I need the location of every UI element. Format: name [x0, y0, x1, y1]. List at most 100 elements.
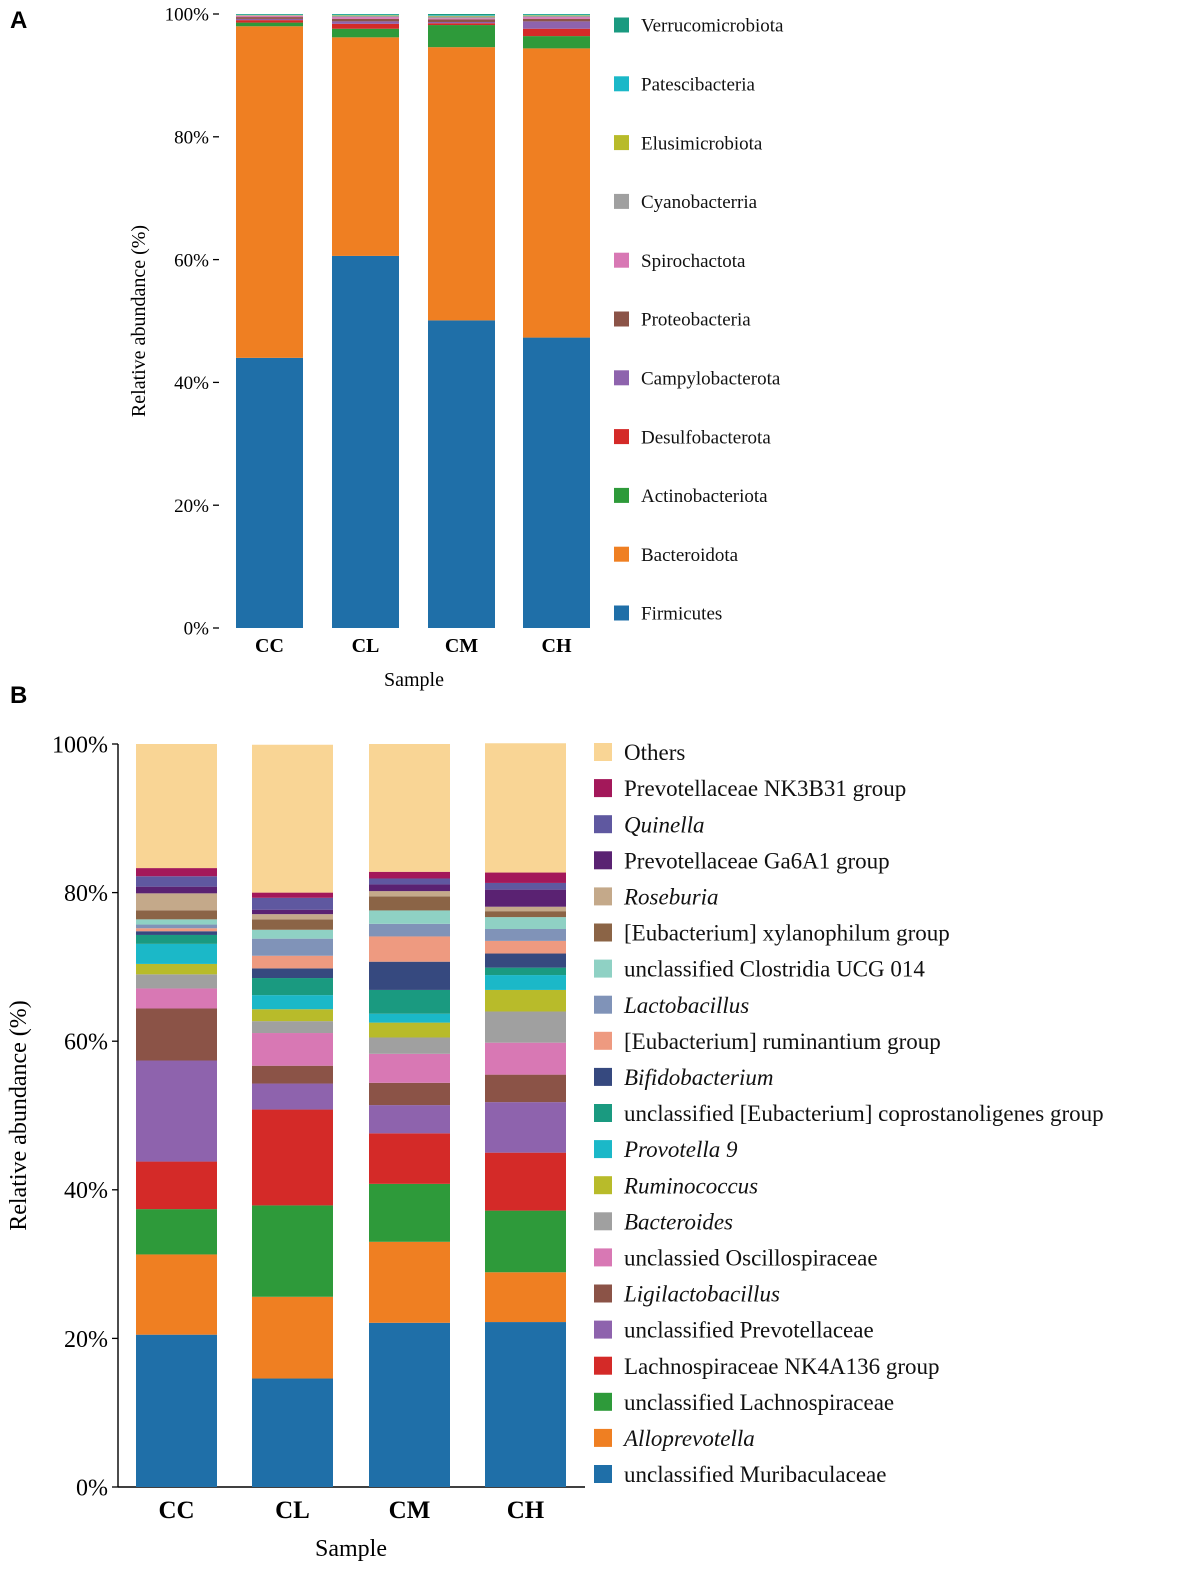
bar-segment-cc-prevotellaceae-ga6a1-group [136, 886, 217, 894]
bar-segment-cc-firmicutes [236, 357, 303, 628]
legend-label: Roseburia [623, 884, 719, 909]
legend-swatch [594, 1212, 612, 1231]
bar-segment-cm-ligilactobacillus [369, 1082, 450, 1106]
legend-swatch [594, 1248, 612, 1267]
bar-segment-cc-roseburia [136, 893, 217, 911]
bar-segment-cc-verrucomicrobiota [236, 14, 303, 15]
legend-label: Patescibacteria [641, 74, 756, 95]
bar-segment-cc-eubacterium-ruminantium-group [136, 928, 217, 932]
legend-label: Ligilactobacillus [623, 1282, 780, 1307]
bar-segment-ch-elusimicrobiota [523, 15, 590, 16]
bar-segment-cl-patescibacteria [332, 14, 399, 16]
bar-segment-cl-desulfobacterota [332, 23, 399, 29]
bar-segment-cc-provotella-9 [136, 943, 217, 964]
legend-label: Cyanobacterria [641, 192, 758, 213]
x-category-label: CC [255, 635, 284, 657]
x-category-label: CL [275, 1497, 310, 1524]
legend-swatch [594, 1356, 612, 1375]
bar-segment-cc-spirochactota [236, 15, 303, 18]
bar-segment-cm-unclassified-prevotellaceae [369, 1105, 450, 1134]
panel-label-b: B [10, 682, 27, 709]
bar-segment-cl-unclassified-muribaculaceae [252, 1378, 333, 1487]
bar-segment-ch-bifidobacterium [485, 953, 566, 968]
legend-swatch [594, 1465, 612, 1483]
bar-segment-cc-bifidobacterium [136, 931, 217, 935]
panel-b-chart: 0% 20% 40% 60% 80% 100% Relative abundance (%)… [6, 732, 1104, 1562]
bar-segment-cl-lactobacillus [252, 938, 333, 956]
x-category-label: CM [389, 1497, 431, 1524]
bar-segment-cm-elusimicrobiota [428, 15, 495, 17]
legend-swatch [594, 851, 612, 870]
legend-label: Prevotellaceae NK3B31 group [624, 776, 906, 801]
legend-label: [Eubacterium] ruminantium group [624, 1029, 941, 1054]
legend-swatch [594, 995, 612, 1014]
x-category-label: CM [445, 635, 478, 657]
bar-segment-cc-actinobacteriota [236, 22, 303, 27]
y-tick-label: 60% [174, 250, 209, 271]
bar-segment-cm-others [369, 744, 450, 872]
bar-segment-cm-unclassified-clostridia-ucg-014 [369, 910, 450, 924]
bar-segment-cl-elusimicrobiota [332, 15, 399, 16]
bar-segment-cl-campylobacterota [332, 21, 399, 24]
legend-label: Actinobacteriota [641, 486, 768, 507]
legend-swatch [594, 1176, 612, 1195]
legend-label: Verrucomicrobiota [641, 16, 784, 37]
bar-segment-cm-quinella [369, 878, 450, 885]
bar-segment-ch-bacteroidota [523, 48, 590, 338]
y-tick-label: 100% [52, 732, 108, 758]
y-tick-label: 40% [174, 373, 209, 394]
bar-segment-cl-ruminococcus [252, 1009, 333, 1022]
legend-swatch [614, 429, 629, 445]
y-axis-title: Relative abundance (%) [128, 225, 150, 417]
bar-segment-cl-unclassied-oscillospiraceae [252, 1033, 333, 1066]
legend-label: Spirochactota [641, 251, 746, 272]
bar-segment-cl-proteobacteria [332, 18, 399, 22]
legend-swatch [614, 370, 629, 386]
bar-segment-cm-spirochactota [428, 18, 495, 20]
legend-label: Bifidobacterium [624, 1065, 773, 1090]
bar-segment-ch-unclassified-clostridia-ucg-014 [485, 917, 566, 930]
bar-segment-cm-cyanobacterria [428, 16, 495, 19]
bar-segment-ch-ligilactobacillus [485, 1074, 566, 1103]
legend-label: Desulfobacterota [641, 427, 771, 448]
legend-swatch [594, 1031, 612, 1050]
bar-segment-cl-alloprevotella [252, 1296, 333, 1379]
legend-swatch [614, 135, 629, 151]
bar-segment-cm-alloprevotella [369, 1241, 450, 1323]
legend-label: Campylobacterota [641, 368, 781, 389]
bar-segment-cc-proteobacteria [236, 17, 303, 19]
legend-swatch [594, 1428, 612, 1447]
bar-segment-cc-cyanobacterria [236, 15, 303, 16]
y-tick-label: 100% [165, 5, 210, 26]
bar-segment-cm-unclassified-lachnospiraceae [369, 1183, 450, 1242]
legend-swatch [594, 923, 612, 942]
legend-label: Quinella [624, 812, 705, 837]
y-tick-label: 80% [174, 127, 209, 148]
bar-segment-cm-lactobacillus [369, 923, 450, 937]
bar-segment-ch-eubacterium-ruminantium-group [485, 940, 566, 954]
bar-segment-cc-lactobacillus [136, 924, 217, 929]
bar-segment-cl-eubacterium-xylanophilum-group [252, 919, 333, 930]
legend-swatch [594, 1104, 612, 1122]
bar-segment-cl-provotella-9 [252, 995, 333, 1010]
y-tick-label: 20% [64, 1327, 108, 1353]
x-axis-title: Sample [315, 1536, 387, 1562]
bar-segment-ch-unclassified-eubacterium-coprostanoligenes-group [485, 967, 566, 976]
bar-segment-cl-cyanobacterria [332, 15, 399, 18]
bar-segment-cl-prevotellaceae-nk3b31-group [252, 892, 333, 898]
bar-segment-cm-bacteroidota [428, 47, 495, 321]
bar-segment-cm-campylobacterota [428, 21, 495, 24]
bar-segment-ch-unclassified-prevotellaceae [485, 1102, 566, 1153]
legend-label: Elusimicrobiota [641, 133, 763, 154]
legend-label: unclassified Lachnospiraceae [624, 1390, 894, 1415]
bar-segment-ch-prevotellaceae-ga6a1-group [485, 889, 566, 907]
bar-segment-cm-eubacterium-xylanophilum-group [369, 896, 450, 911]
bar-segment-cc-bacteroides [136, 974, 217, 989]
legend-swatch [614, 193, 629, 209]
legend-label: Firmicutes [641, 604, 722, 625]
bar-segment-ch-roseburia [485, 906, 566, 912]
bar-segment-cl-spirochactota [332, 17, 399, 19]
legend-swatch [594, 1320, 612, 1339]
bar-segment-cl-roseburia [252, 914, 333, 920]
bar-segment-ch-bacteroides [485, 1011, 566, 1043]
